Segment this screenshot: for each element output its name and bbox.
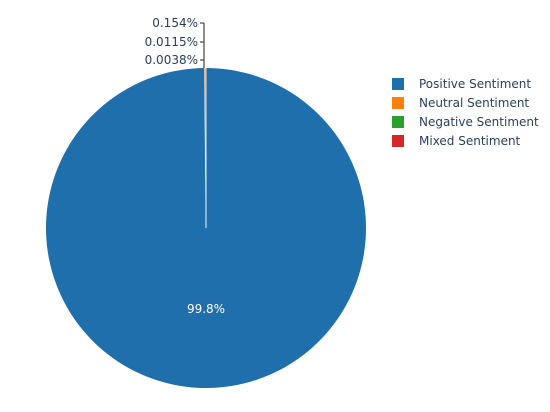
legend-swatch-neutral — [392, 96, 404, 109]
legend-item-neutral[interactable]: Neutral Sentiment — [392, 93, 539, 112]
legend-swatch-positive — [392, 77, 404, 90]
pie-slices — [45, 67, 366, 388]
slice-labels: 99.8% 0.154% 0.0115% 0.0038% — [145, 16, 225, 316]
legend-label-positive: Positive Sentiment — [419, 76, 532, 91]
legend-label-negative: Negative Sentiment — [419, 114, 539, 129]
slice-label-mixed: 0.0038% — [145, 53, 198, 67]
legend-item-positive[interactable]: Positive Sentiment — [392, 74, 539, 93]
legend-swatch-mixed — [392, 134, 404, 147]
legend: Positive Sentiment Neutral Sentiment Neg… — [392, 74, 539, 150]
slice-label-negative: 0.0115% — [145, 35, 198, 49]
legend-label-mixed: Mixed Sentiment — [419, 133, 521, 148]
legend-item-mixed[interactable]: Mixed Sentiment — [392, 131, 539, 150]
slice-label-neutral: 0.154% — [152, 16, 198, 30]
legend-swatch-negative — [392, 115, 404, 128]
legend-item-negative[interactable]: Negative Sentiment — [392, 112, 539, 131]
legend-label-neutral: Neutral Sentiment — [419, 95, 530, 110]
slice-label-positive: 99.8% — [187, 302, 225, 316]
